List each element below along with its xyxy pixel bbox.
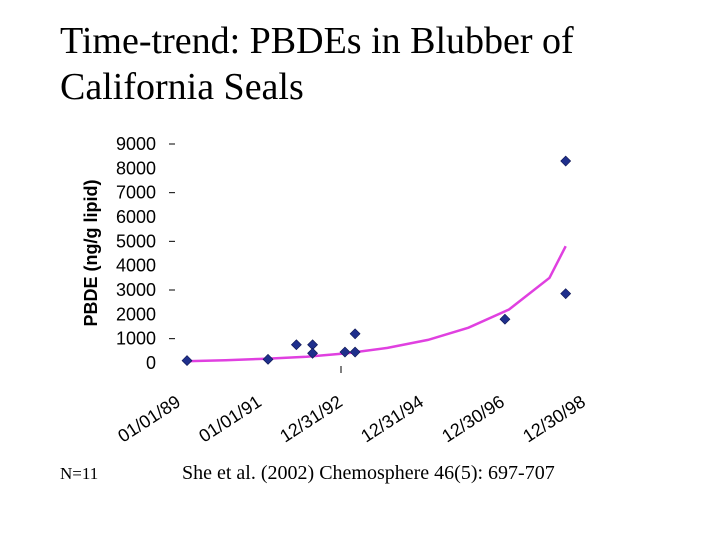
data-point (290, 339, 302, 351)
x-tick-label: 12/30/96 (438, 391, 508, 446)
exponential-trendline (184, 245, 567, 363)
y-tick-label: 0 (146, 353, 156, 373)
y-tick-label: 8000 (116, 158, 156, 178)
x-tick-label: 01/01/91 (195, 391, 265, 446)
data-point (262, 353, 274, 365)
title-line-1: Time-trend: PBDEs in Blubber of (60, 20, 574, 62)
data-point (349, 328, 361, 340)
sample-size-note: N=11 (60, 464, 99, 483)
y-tick-label: 6000 (116, 207, 156, 227)
y-tick-label: 5000 (116, 231, 156, 251)
y-tick-label: 1000 (116, 329, 156, 349)
x-tick-label: 12/31/94 (357, 391, 427, 446)
y-tick-label: 9000 (116, 134, 156, 154)
data-point (349, 346, 361, 358)
data-points (181, 155, 572, 366)
data-point (339, 346, 351, 358)
x-tick-label: 12/31/92 (276, 391, 346, 446)
y-tick-label: 7000 (116, 183, 156, 203)
y-tick-label: 2000 (116, 304, 156, 324)
citation: She et al. (2002) Chemosphere 46(5): 697… (182, 462, 555, 484)
page-title: Time-trend: PBDEs in Blubber of Californ… (60, 18, 680, 110)
y-tick-label: 4000 (116, 256, 156, 276)
data-point (560, 288, 572, 300)
y-axis-ticks: 0 1000 2000 3000 4000 5000 6000 7000 8000 9000 (116, 134, 342, 373)
x-axis-ticks: 01/01/89 01/01/91 12/31/92 12/31/94 12/30/96… (114, 391, 589, 446)
y-tick-label: 3000 (116, 280, 156, 300)
y-axis-title: PBDE (ng/g lipid) (81, 180, 101, 327)
data-point (307, 347, 318, 359)
title-line-2: California Seals (60, 66, 304, 108)
x-tick-label: 12/30/98 (519, 391, 589, 446)
trendline-group (184, 245, 567, 363)
x-tick-label: 01/01/89 (114, 391, 184, 446)
data-point (560, 155, 572, 167)
data-point (499, 313, 511, 325)
data-point (181, 355, 193, 366)
